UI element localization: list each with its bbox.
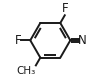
Text: N: N [77, 34, 86, 47]
Text: CH₃: CH₃ [16, 66, 36, 76]
Text: F: F [62, 2, 68, 15]
Text: F: F [14, 34, 21, 47]
